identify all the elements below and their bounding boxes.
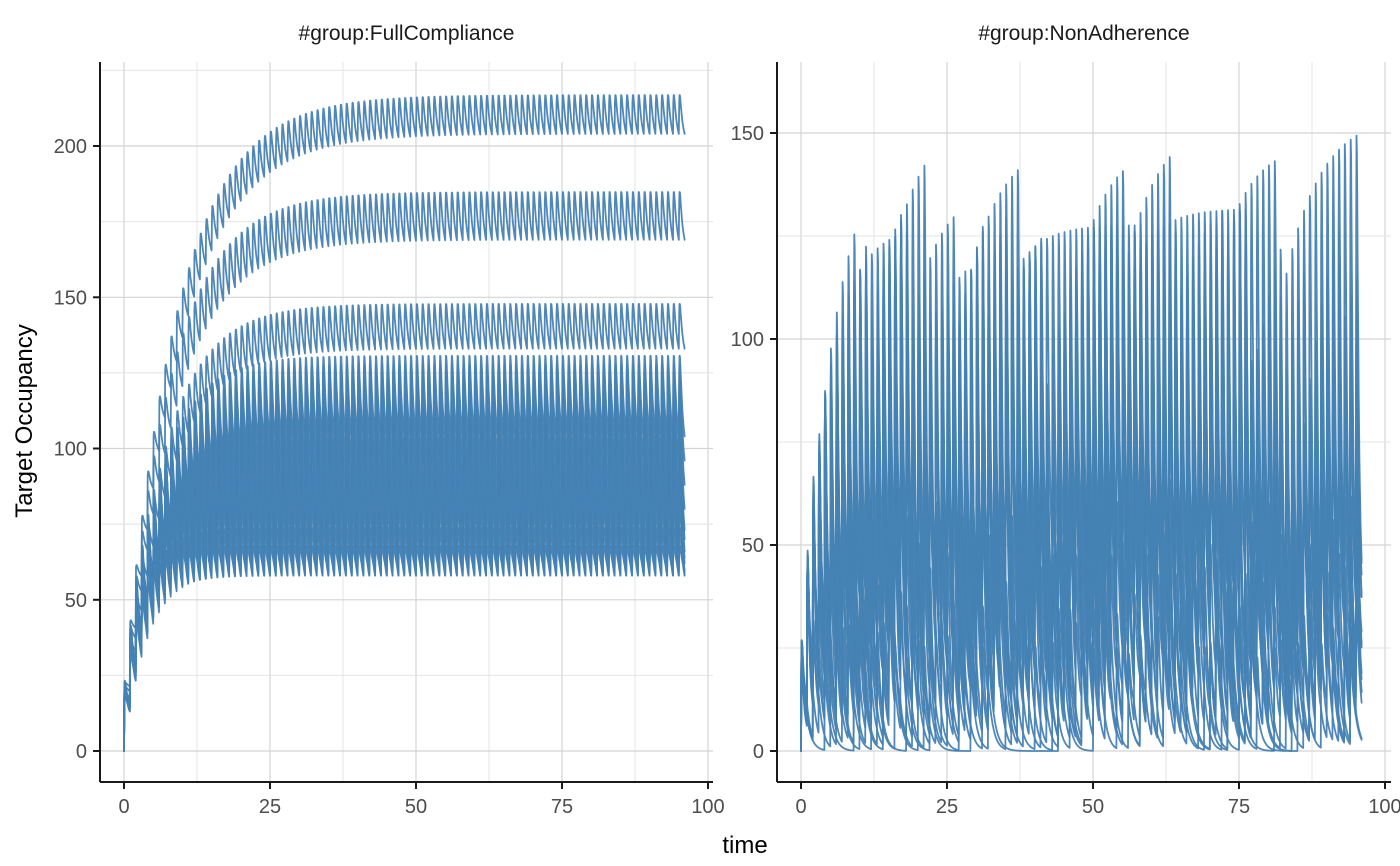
x-tick-label: 25 [936,796,958,818]
facet-title: #group:NonAdherence [978,22,1189,45]
x-tick-label: 100 [691,796,724,818]
x-tick-label: 25 [259,796,281,818]
y-tick-label: 0 [76,741,87,763]
trajectory-line [123,191,686,752]
x-axis-title: time [722,832,767,859]
y-tick-label: 150 [54,287,87,309]
y-tick-label: 100 [54,439,87,461]
y-tick-label: 50 [742,535,764,557]
trajectory-line [123,94,686,752]
y-tick-label: 100 [731,329,764,351]
trajectory-line [123,544,686,752]
y-tick-label: 200 [54,136,87,158]
y-tick-label: 50 [65,590,87,612]
x-tick-label: 50 [405,796,427,818]
trajectory-line [800,421,1363,752]
x-tick-label: 0 [795,796,806,818]
facet-title: #group:FullCompliance [299,22,515,45]
x-tick-label: 0 [118,796,129,818]
y-axis-title: Target Occupancy [11,324,38,517]
x-tick-label: 100 [1368,796,1400,818]
panels-group: 0 25 50 75 100 0 50 100 150 200 #group:FullComplia… [54,22,1400,818]
y-tick-label: 0 [753,741,764,763]
x-tick-label: 75 [551,796,573,818]
y-tick-label: 150 [731,123,764,145]
trajectory-line [123,526,686,752]
x-tick-label: 75 [1228,796,1250,818]
x-tick-label: 50 [1082,796,1104,818]
panel-nonadherence: 0 25 50 75 100 0 50 100 150 #group:NonAdherence [731,22,1400,818]
panel-fullcompliance: 0 25 50 75 100 0 50 100 150 200 #group:FullComplia… [54,22,725,818]
